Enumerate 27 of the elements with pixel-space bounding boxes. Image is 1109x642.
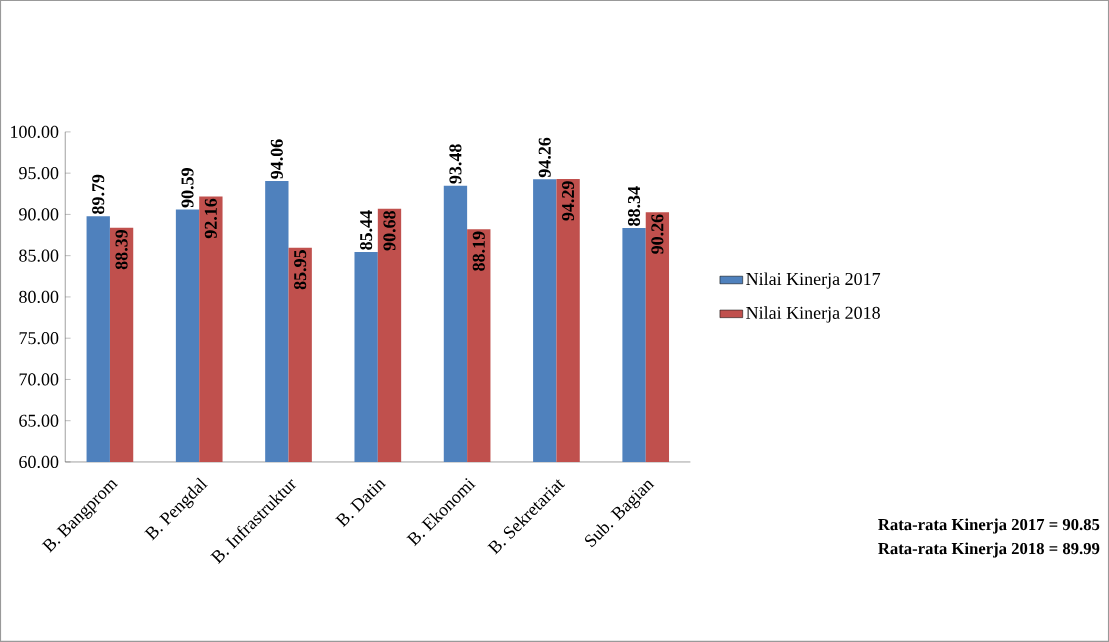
data-label: 93.48 [449,144,462,184]
data-label: 85.95 [294,250,307,290]
data-label: 90.26 [651,214,664,254]
y-tick-label: 70.00 [19,373,59,386]
y-tick-label: 75.00 [19,332,59,345]
data-label: 94.29 [562,181,575,221]
y-tick-label: 90.00 [19,208,59,221]
data-label: 85.44 [360,210,373,250]
y-tick-label: 80.00 [19,290,59,304]
data-label: 89.79 [92,174,105,214]
y-tick-label: 65.00 [19,414,59,427]
data-label: 90.68 [383,211,396,251]
data-label: 90.59 [181,168,194,208]
data-label: 88.19 [472,231,485,271]
data-label: 92.16 [204,198,217,239]
text: Rata-rata Kinerja 2018 = 89.99 [878,542,1100,558]
data-label: 88.34 [627,186,641,226]
data-label: 88.39 [115,230,128,270]
y-tick-label: 60.00 [19,455,59,469]
legend-label: Nilai Kinerja 2017 [746,272,881,289]
y-tick-label: 85.00 [19,249,59,262]
y-tick-label: 100.00 [11,125,59,139]
data-label: 94.06 [270,139,283,179]
text: Rata-rata Kinerja 2017 = 90.85 [878,518,1100,534]
data-label: 94.26 [538,137,551,178]
legend-label: Nilai Kinerja 2018 [746,306,880,323]
y-tick-label: 95.00 [19,167,59,180]
